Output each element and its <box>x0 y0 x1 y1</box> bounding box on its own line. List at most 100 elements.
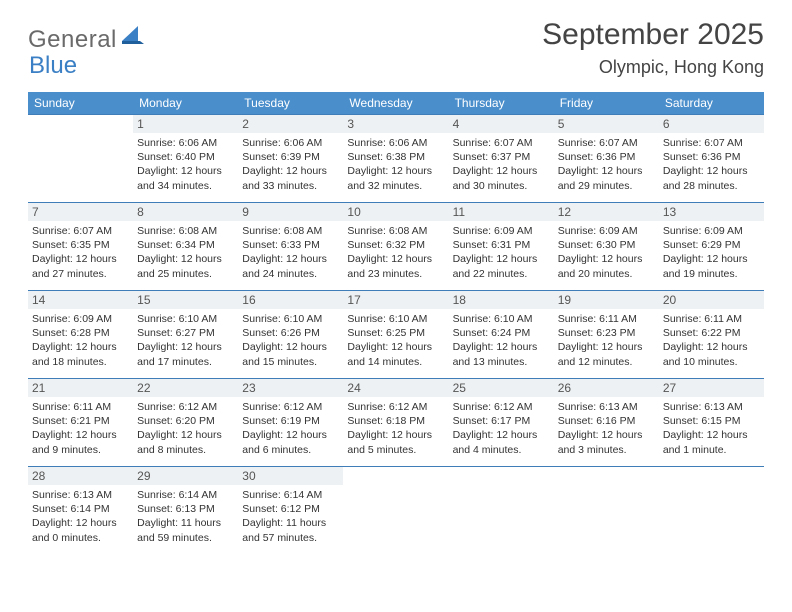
sunrise-line: Sunrise: 6:11 AM <box>32 400 129 414</box>
daylight-line: Daylight: 11 hours and 57 minutes. <box>242 516 339 544</box>
day-number: 2 <box>238 115 343 133</box>
sunset-line: Sunset: 6:35 PM <box>32 238 129 252</box>
day-info: Sunrise: 6:07 AMSunset: 6:36 PMDaylight:… <box>558 136 655 193</box>
day-cell-14: 14Sunrise: 6:09 AMSunset: 6:28 PMDayligh… <box>28 291 133 379</box>
day-cell-25: 25Sunrise: 6:12 AMSunset: 6:17 PMDayligh… <box>449 379 554 467</box>
sunrise-line: Sunrise: 6:06 AM <box>137 136 234 150</box>
calendar-body: 1Sunrise: 6:06 AMSunset: 6:40 PMDaylight… <box>28 115 764 555</box>
sunset-line: Sunset: 6:19 PM <box>242 414 339 428</box>
calendar-row: 1Sunrise: 6:06 AMSunset: 6:40 PMDaylight… <box>28 115 764 203</box>
sunset-line: Sunset: 6:23 PM <box>558 326 655 340</box>
sunset-line: Sunset: 6:30 PM <box>558 238 655 252</box>
sunrise-line: Sunrise: 6:13 AM <box>32 488 129 502</box>
sunrise-line: Sunrise: 6:13 AM <box>558 400 655 414</box>
day-info: Sunrise: 6:09 AMSunset: 6:29 PMDaylight:… <box>663 224 760 281</box>
daylight-line: Daylight: 12 hours and 15 minutes. <box>242 340 339 368</box>
day-number: 22 <box>133 379 238 397</box>
day-info: Sunrise: 6:13 AMSunset: 6:16 PMDaylight:… <box>558 400 655 457</box>
daylight-line: Daylight: 12 hours and 30 minutes. <box>453 164 550 192</box>
day-info: Sunrise: 6:10 AMSunset: 6:25 PMDaylight:… <box>347 312 444 369</box>
logo-blue-wrap: Blue <box>28 52 77 80</box>
title-block: September 2025 Olympic, Hong Kong <box>542 18 764 78</box>
daylight-line: Daylight: 12 hours and 32 minutes. <box>347 164 444 192</box>
day-info: Sunrise: 6:11 AMSunset: 6:22 PMDaylight:… <box>663 312 760 369</box>
day-number: 8 <box>133 203 238 221</box>
day-info: Sunrise: 6:08 AMSunset: 6:33 PMDaylight:… <box>242 224 339 281</box>
day-number: 10 <box>343 203 448 221</box>
day-number: 17 <box>343 291 448 309</box>
day-info: Sunrise: 6:14 AMSunset: 6:13 PMDaylight:… <box>137 488 234 545</box>
sunrise-line: Sunrise: 6:09 AM <box>663 224 760 238</box>
sunrise-line: Sunrise: 6:07 AM <box>663 136 760 150</box>
sunrise-line: Sunrise: 6:11 AM <box>558 312 655 326</box>
day-number: 9 <box>238 203 343 221</box>
daylight-line: Daylight: 12 hours and 1 minute. <box>663 428 760 456</box>
daylight-line: Daylight: 12 hours and 23 minutes. <box>347 252 444 280</box>
day-info: Sunrise: 6:08 AMSunset: 6:34 PMDaylight:… <box>137 224 234 281</box>
sunrise-line: Sunrise: 6:10 AM <box>242 312 339 326</box>
sunrise-line: Sunrise: 6:12 AM <box>347 400 444 414</box>
day-info: Sunrise: 6:13 AMSunset: 6:15 PMDaylight:… <box>663 400 760 457</box>
day-cell-2: 2Sunrise: 6:06 AMSunset: 6:39 PMDaylight… <box>238 115 343 203</box>
sunset-line: Sunset: 6:34 PM <box>137 238 234 252</box>
daylight-line: Daylight: 12 hours and 29 minutes. <box>558 164 655 192</box>
sunrise-line: Sunrise: 6:09 AM <box>558 224 655 238</box>
daylight-line: Daylight: 12 hours and 19 minutes. <box>663 252 760 280</box>
calendar-table: SundayMondayTuesdayWednesdayThursdayFrid… <box>28 92 764 555</box>
day-number: 30 <box>238 467 343 485</box>
calendar-head: SundayMondayTuesdayWednesdayThursdayFrid… <box>28 92 764 115</box>
day-cell-8: 8 Sunrise: 6:08 AMSunset: 6:34 PMDaylight… <box>133 203 238 291</box>
day-number: 12 <box>554 203 659 221</box>
calendar-row: 28Sunrise: 6:13 AMSunset: 6:14 PMDayligh… <box>28 467 764 555</box>
day-cell-24: 24Sunrise: 6:12 AMSunset: 6:18 PMDayligh… <box>343 379 448 467</box>
day-info: Sunrise: 6:06 AMSunset: 6:40 PMDaylight:… <box>137 136 234 193</box>
day-number: 27 <box>659 379 764 397</box>
sunset-line: Sunset: 6:15 PM <box>663 414 760 428</box>
sunset-line: Sunset: 6:20 PM <box>137 414 234 428</box>
day-info: Sunrise: 6:12 AMSunset: 6:19 PMDaylight:… <box>242 400 339 457</box>
sunrise-line: Sunrise: 6:12 AM <box>242 400 339 414</box>
day-info: Sunrise: 6:12 AMSunset: 6:17 PMDaylight:… <box>453 400 550 457</box>
day-info: Sunrise: 6:10 AMSunset: 6:26 PMDaylight:… <box>242 312 339 369</box>
logo: General <box>28 26 144 54</box>
sunrise-line: Sunrise: 6:12 AM <box>453 400 550 414</box>
day-cell-4: 4Sunrise: 6:07 AMSunset: 6:37 PMDaylight… <box>449 115 554 203</box>
day-info: Sunrise: 6:07 AMSunset: 6:35 PMDaylight:… <box>32 224 129 281</box>
sunrise-line: Sunrise: 6:06 AM <box>242 136 339 150</box>
daylight-line: Daylight: 12 hours and 14 minutes. <box>347 340 444 368</box>
weekday-friday: Friday <box>554 92 659 115</box>
day-cell-11: 11Sunrise: 6:09 AMSunset: 6:31 PMDayligh… <box>449 203 554 291</box>
daylight-line: Daylight: 12 hours and 6 minutes. <box>242 428 339 456</box>
day-cell-30: 30 Sunrise: 6:14 AMSunset: 6:12 PMDayligh… <box>238 467 343 555</box>
sunrise-line: Sunrise: 6:08 AM <box>242 224 339 238</box>
day-number: 21 <box>28 379 133 397</box>
sunset-line: Sunset: 6:26 PM <box>242 326 339 340</box>
daylight-line: Daylight: 12 hours and 20 minutes. <box>558 252 655 280</box>
day-cell-7: 7Sunrise: 6:07 AMSunset: 6:35 PMDaylight… <box>28 203 133 291</box>
day-info: Sunrise: 6:12 AMSunset: 6:18 PMDaylight:… <box>347 400 444 457</box>
day-info: Sunrise: 6:14 AMSunset: 6:12 PMDaylight:… <box>242 488 339 545</box>
sunset-line: Sunset: 6:28 PM <box>32 326 129 340</box>
sunrise-line: Sunrise: 6:09 AM <box>32 312 129 326</box>
sunset-line: Sunset: 6:32 PM <box>347 238 444 252</box>
sunset-line: Sunset: 6:24 PM <box>453 326 550 340</box>
sunrise-line: Sunrise: 6:07 AM <box>453 136 550 150</box>
weekday-row: SundayMondayTuesdayWednesdayThursdayFrid… <box>28 92 764 115</box>
sunset-line: Sunset: 6:27 PM <box>137 326 234 340</box>
day-cell-20: 20Sunrise: 6:11 AMSunset: 6:22 PMDayligh… <box>659 291 764 379</box>
day-cell-16: 16Sunrise: 6:10 AMSunset: 6:26 PMDayligh… <box>238 291 343 379</box>
day-info: Sunrise: 6:09 AMSunset: 6:30 PMDaylight:… <box>558 224 655 281</box>
daylight-line: Daylight: 12 hours and 27 minutes. <box>32 252 129 280</box>
daylight-line: Daylight: 12 hours and 8 minutes. <box>137 428 234 456</box>
day-number: 13 <box>659 203 764 221</box>
day-number: 15 <box>133 291 238 309</box>
sunrise-line: Sunrise: 6:10 AM <box>137 312 234 326</box>
sunset-line: Sunset: 6:29 PM <box>663 238 760 252</box>
daylight-line: Daylight: 12 hours and 9 minutes. <box>32 428 129 456</box>
day-info: Sunrise: 6:07 AMSunset: 6:37 PMDaylight:… <box>453 136 550 193</box>
day-info: Sunrise: 6:08 AMSunset: 6:32 PMDaylight:… <box>347 224 444 281</box>
sunset-line: Sunset: 6:39 PM <box>242 150 339 164</box>
day-number: 11 <box>449 203 554 221</box>
day-cell-5: 5Sunrise: 6:07 AMSunset: 6:36 PMDaylight… <box>554 115 659 203</box>
sunset-line: Sunset: 6:22 PM <box>663 326 760 340</box>
